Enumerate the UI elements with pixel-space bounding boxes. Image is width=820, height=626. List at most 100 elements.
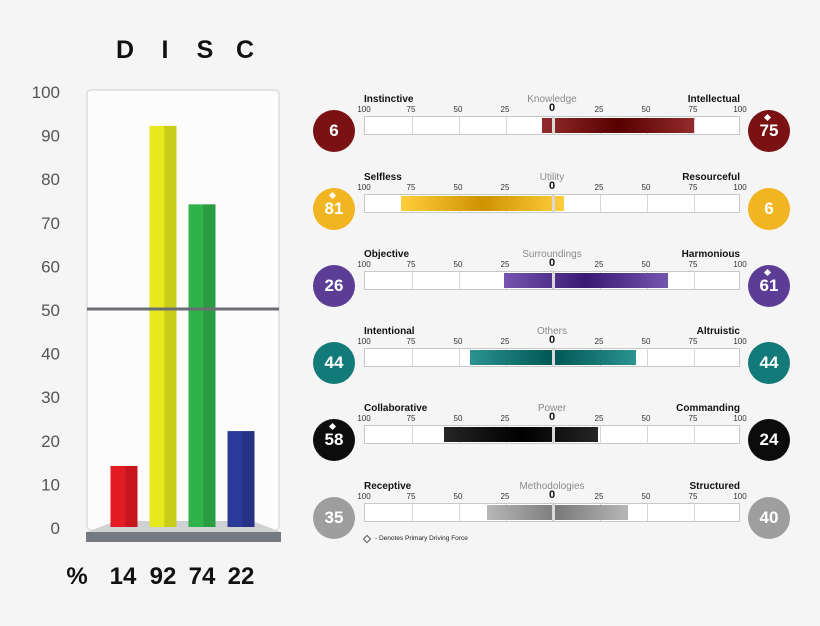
disc-letter-c: C [235, 36, 255, 64]
disc-bar-c [227, 431, 255, 527]
scale-tick-label: 0 [548, 411, 556, 423]
motivator-row: 44 44 Intentional Others Altruistic 100 75 50 25… [310, 326, 810, 402]
disc-bar-shade [125, 465, 138, 527]
left-score-badge: 26 [313, 265, 355, 307]
y-tick-label: 60 [41, 257, 60, 276]
motivator-track [364, 271, 740, 290]
y-tick-label: 70 [41, 214, 60, 233]
left-label: Selfless [364, 172, 402, 183]
scale-tick-label: 50 [641, 183, 651, 192]
scale-tick-label: 25 [500, 414, 510, 423]
scale-tick-label: 100 [733, 492, 747, 501]
y-tick-label: 90 [41, 127, 60, 146]
disc-letter-s: S [196, 36, 214, 64]
scale-tick-label: 50 [453, 105, 463, 114]
percent-label-s: 74 [188, 563, 216, 590]
footnote-text: - Denotes Primary Driving Force [375, 535, 468, 542]
scale-tick-label: 100 [357, 260, 371, 269]
motivator-fill [541, 118, 694, 133]
scale-tick-label: 75 [688, 260, 698, 269]
scale-tick-label: 25 [500, 105, 510, 114]
scale-tick-label: 100 [357, 183, 371, 192]
scale-tick-label: 100 [733, 414, 747, 423]
scale-tick-label: 100 [733, 337, 747, 346]
y-tick-label: 30 [41, 388, 60, 407]
scale-tick-label: 50 [641, 260, 651, 269]
scale-tick-label: 25 [594, 337, 604, 346]
left-score: 81 [324, 199, 344, 218]
grid-line [694, 349, 695, 366]
motivator-name: Utility [539, 172, 565, 183]
right-score-badge: 40 [748, 497, 790, 539]
y-tick-label: 50 [41, 301, 60, 320]
scale-tick-label: 50 [453, 492, 463, 501]
motivator-track [364, 116, 740, 135]
right-score: 75 [759, 121, 779, 140]
grid-line [412, 426, 413, 443]
scale-tick-label: 50 [641, 337, 651, 346]
grid-line [647, 504, 648, 521]
motivator-track [364, 194, 740, 213]
left-score: 26 [324, 276, 344, 295]
motivator-track [364, 425, 740, 444]
motivator-name: Surroundings [522, 249, 582, 260]
center-line [552, 272, 555, 289]
grid-line [459, 272, 460, 289]
scale-tick-label: 100 [357, 414, 371, 423]
disc-bar-d [110, 465, 138, 527]
left-score-badge: 6 [313, 110, 355, 152]
scale-tick-label: 25 [594, 414, 604, 423]
grid-line [459, 349, 460, 366]
scale-tick-label: 75 [406, 492, 416, 501]
left-score: 58 [324, 430, 344, 449]
scale-tick-label: 50 [641, 492, 651, 501]
y-tick-label: 80 [41, 170, 60, 189]
scale-ticks: 100 75 50 25 0 25 50 75 100 [357, 411, 746, 424]
disc-letter-i: I [161, 36, 169, 64]
disc-bar-i [149, 125, 177, 527]
disc-letter-d: D [115, 36, 135, 64]
left-label: Instinctive [364, 94, 414, 105]
motivator-name: Power [537, 403, 567, 414]
right-score: 61 [759, 276, 779, 295]
motivator-fill [504, 273, 668, 288]
scale-tick-label: 25 [500, 337, 510, 346]
diamond-icon [362, 534, 372, 543]
left-score-badge: 81 [313, 188, 355, 230]
motivator-name: Methodologies [519, 481, 585, 492]
disc-title: D I S C [110, 36, 260, 65]
center-line [552, 117, 555, 134]
motivator-track [364, 503, 740, 522]
grid-line [506, 117, 507, 134]
scale-tick-label: 75 [688, 337, 698, 346]
right-label: Harmonious [681, 249, 740, 260]
right-label: Altruistic [696, 326, 740, 337]
scale-tick-label: 50 [641, 105, 651, 114]
motivator-row: 58 24 Collaborative Power Commanding 100 75 50 2… [310, 403, 810, 479]
scale-tick-label: 75 [688, 492, 698, 501]
grid-line [694, 426, 695, 443]
primary-driver-icon [328, 191, 337, 200]
scale-tick-label: 50 [453, 183, 463, 192]
percent-label-c: 22 [227, 563, 255, 590]
grid-line [412, 504, 413, 521]
left-score: 35 [324, 508, 344, 527]
disc-bar-shade [203, 204, 216, 528]
grid-line [694, 117, 695, 134]
scale-tick-label: 75 [688, 183, 698, 192]
left-score-badge: 58 [313, 419, 355, 461]
motivator-row: 6 75 Instinctive Knowledge Intellectual 100 75… [310, 94, 810, 170]
scale-ticks: 100 75 50 25 0 25 50 75 100 [357, 102, 746, 115]
grid-line [412, 117, 413, 134]
scale-tick-label: 75 [406, 183, 416, 192]
right-score-badge: 6 [748, 188, 790, 230]
grid-line [647, 195, 648, 212]
primary-driver-icon [763, 113, 772, 122]
left-score: 44 [324, 353, 344, 372]
disc-bar-s [188, 204, 216, 528]
scale-tick-label: 100 [733, 105, 747, 114]
grid-line [459, 117, 460, 134]
grid-line [647, 426, 648, 443]
center-line [552, 426, 555, 443]
scale-tick-label: 25 [594, 492, 604, 501]
